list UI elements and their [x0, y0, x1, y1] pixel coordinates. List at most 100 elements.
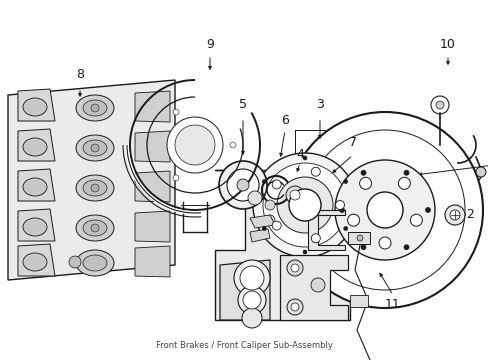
Circle shape [173, 109, 179, 115]
Circle shape [175, 125, 215, 165]
Text: 5: 5 [239, 99, 246, 112]
Circle shape [264, 215, 274, 225]
Circle shape [288, 189, 320, 221]
Circle shape [286, 299, 303, 315]
Polygon shape [135, 211, 170, 242]
Circle shape [303, 250, 306, 254]
Circle shape [339, 207, 344, 212]
Polygon shape [249, 215, 274, 228]
Polygon shape [280, 255, 347, 320]
Circle shape [335, 201, 344, 210]
Circle shape [286, 260, 303, 276]
Circle shape [286, 112, 482, 308]
Ellipse shape [83, 140, 107, 156]
Ellipse shape [83, 220, 107, 236]
Polygon shape [307, 210, 345, 250]
Circle shape [242, 308, 262, 328]
Circle shape [219, 161, 266, 209]
Circle shape [252, 153, 356, 257]
Circle shape [359, 177, 371, 189]
Ellipse shape [76, 175, 114, 201]
Circle shape [409, 214, 422, 226]
Polygon shape [220, 260, 269, 320]
Circle shape [272, 180, 281, 189]
Text: 6: 6 [281, 113, 288, 126]
Text: 3: 3 [315, 99, 323, 112]
Ellipse shape [23, 138, 47, 156]
Circle shape [347, 214, 359, 226]
Circle shape [276, 177, 332, 233]
Circle shape [360, 170, 365, 175]
Circle shape [262, 180, 266, 184]
Polygon shape [18, 129, 55, 161]
Circle shape [343, 180, 347, 184]
Polygon shape [18, 244, 55, 276]
Circle shape [366, 192, 402, 228]
Circle shape [247, 191, 262, 205]
Circle shape [234, 260, 269, 296]
Ellipse shape [23, 218, 47, 236]
Text: 11: 11 [385, 298, 400, 311]
Circle shape [243, 291, 261, 309]
Circle shape [263, 163, 346, 247]
Circle shape [430, 96, 448, 114]
Ellipse shape [23, 178, 47, 196]
Text: 10: 10 [439, 39, 455, 51]
Ellipse shape [23, 253, 47, 271]
Circle shape [262, 226, 266, 230]
Polygon shape [135, 246, 170, 277]
Polygon shape [18, 209, 55, 241]
Circle shape [360, 245, 365, 250]
Circle shape [91, 224, 99, 232]
Circle shape [310, 278, 325, 292]
Circle shape [356, 235, 362, 241]
Circle shape [240, 266, 264, 290]
Circle shape [343, 226, 347, 230]
Circle shape [303, 156, 306, 160]
Circle shape [229, 142, 236, 148]
Circle shape [311, 167, 320, 176]
Ellipse shape [76, 135, 114, 161]
Bar [349, 295, 367, 307]
Ellipse shape [76, 95, 114, 121]
Bar [347, 232, 369, 244]
Circle shape [91, 104, 99, 112]
Circle shape [167, 117, 223, 173]
Circle shape [91, 184, 99, 192]
Text: 2: 2 [465, 208, 473, 221]
Circle shape [272, 221, 281, 230]
Circle shape [289, 190, 299, 200]
Text: Front Brakes / Front Caliper Sub-Assembly: Front Brakes / Front Caliper Sub-Assembl… [156, 341, 332, 350]
Circle shape [305, 130, 464, 290]
Polygon shape [18, 169, 55, 201]
Polygon shape [249, 229, 269, 242]
Circle shape [237, 179, 248, 191]
Polygon shape [135, 91, 170, 122]
Circle shape [449, 210, 459, 220]
Circle shape [403, 245, 408, 250]
Ellipse shape [23, 98, 47, 116]
Circle shape [91, 144, 99, 152]
Circle shape [238, 286, 265, 314]
Circle shape [475, 167, 485, 177]
Circle shape [403, 170, 408, 175]
Text: 8: 8 [76, 68, 84, 81]
Circle shape [425, 207, 429, 212]
Circle shape [69, 256, 81, 268]
Circle shape [334, 160, 434, 260]
Text: 9: 9 [205, 39, 214, 51]
Circle shape [311, 234, 320, 243]
Ellipse shape [83, 100, 107, 116]
Ellipse shape [76, 215, 114, 241]
Circle shape [398, 177, 409, 189]
Polygon shape [18, 89, 55, 121]
Circle shape [378, 237, 390, 249]
Circle shape [435, 101, 443, 109]
Ellipse shape [83, 180, 107, 196]
Text: 4: 4 [295, 148, 304, 162]
Polygon shape [135, 171, 170, 202]
Circle shape [264, 200, 274, 210]
Polygon shape [8, 80, 175, 280]
Circle shape [285, 186, 304, 204]
Circle shape [290, 264, 298, 272]
